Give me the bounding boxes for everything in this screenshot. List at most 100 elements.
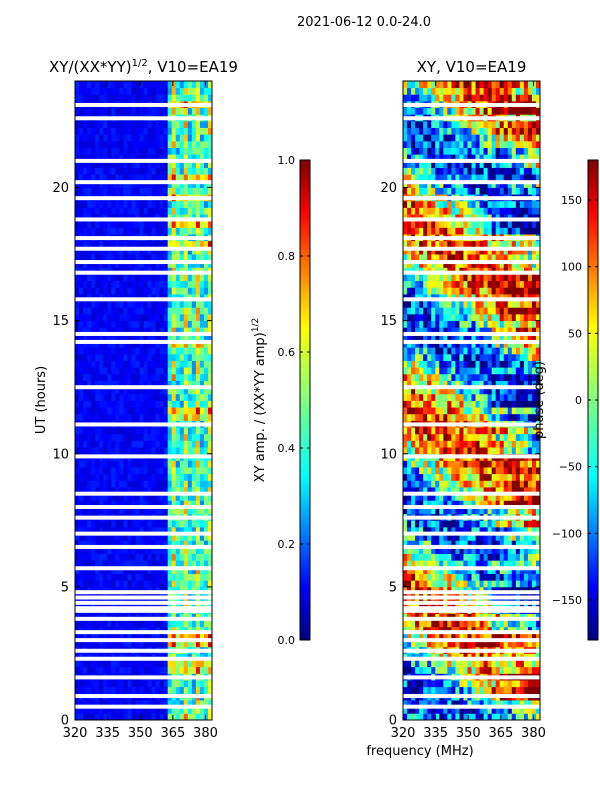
phase-cell [431,633,436,641]
amplitude-cell [167,460,173,468]
amplitude-cell [191,327,197,335]
phase-cell [527,493,533,501]
phase-cell [459,700,464,708]
amplitude-cell [155,353,161,361]
phase-cell [499,700,505,708]
phase-cell [475,493,480,501]
amplitude-cell [163,180,169,188]
amplitude-cell [123,393,128,401]
phase-cell [431,540,436,548]
amplitude-cell [111,94,116,102]
amplitude-cell [87,480,92,488]
phase-cell [431,533,436,541]
phase-cell [523,620,529,628]
amplitude-cell [195,500,201,508]
amplitude-cell [79,313,84,322]
amplitude-cell [191,640,197,648]
amplitude-cell [159,640,165,648]
phase-cell [531,467,537,475]
amplitude-cell [159,287,165,295]
amplitude-cell [171,473,177,481]
phase-cell [431,427,436,435]
amplitude-cell [143,700,148,708]
amplitude-cell [151,467,156,475]
amplitude-cell [203,154,209,162]
amplitude-cell [99,393,104,401]
amplitude-cell [207,94,212,102]
amplitude-cell [83,686,88,694]
amplitude-cell [203,300,209,308]
amplitude-cell [195,107,201,115]
amplitude-cell [119,680,124,688]
amplitude-cell [147,247,152,255]
amplitude-cell [183,94,189,102]
amplitude-cell [103,566,108,574]
phase-cell [535,553,540,561]
phase-cell [487,660,493,668]
amplitude-cell [191,373,197,381]
amplitude-cell [75,327,80,335]
amplitude-cell [175,440,181,448]
amplitude-cell [107,400,112,408]
phase-cell [507,686,513,694]
amplitude-cell [91,167,96,175]
phase-cell [479,507,484,515]
amplitude-cell [159,680,165,688]
amplitude-cell [163,387,169,395]
phase-cell [535,546,540,554]
amplitude-cell [123,413,128,421]
amplitude-cell [159,120,165,128]
amplitude-cell [107,580,112,588]
amplitude-cell [123,320,128,328]
amplitude-cell [159,340,165,348]
amplitude-cell [119,154,124,162]
amplitude-cell [103,633,108,641]
amplitude-cell [203,220,209,228]
phase-cell [447,533,452,541]
amplitude-cell [79,433,84,441]
amplitude-cell [139,500,144,508]
amplitude-cell [103,187,108,195]
phase-cell [519,413,525,421]
amplitude-cell [103,686,108,694]
phase-cell [479,427,484,435]
amplitude-cell [151,140,156,148]
phase-cell [451,666,456,674]
amplitude-cell [127,94,132,102]
amplitude-cell [203,367,209,375]
amplitude-cell [151,360,156,368]
amplitude-cell [79,393,84,401]
phase-cell [475,413,480,421]
amplitude-cell [95,187,100,195]
phase-cell [507,666,513,674]
phase-cell [431,580,436,588]
phase-cell [463,566,468,574]
amplitude-cell [171,274,177,282]
amplitude-cell [187,154,193,162]
amplitude-cell [119,254,124,262]
amplitude-cell [115,440,120,448]
amplitude-cell [151,120,156,128]
amplitude-cell [143,620,148,628]
amplitude-cell [139,533,144,541]
amplitude-cell [187,120,193,128]
amplitude-cell [123,427,128,435]
phase-cell [459,407,464,415]
amplitude-cell [103,254,108,262]
amplitude-cell [167,347,173,355]
amplitude-cell [99,180,104,188]
phase-cell [471,700,476,708]
amplitude-cell [183,180,189,188]
phase-cell [479,500,484,508]
phase-cell [435,480,440,488]
amplitude-cell [111,200,116,208]
phase-cell [527,433,533,441]
phase-cell [439,447,444,455]
phase-cell [475,473,480,481]
amplitude-cell [179,313,185,322]
phase-cell [427,500,432,508]
phase-cell [411,500,416,508]
amplitude-cell [203,167,209,175]
amplitude-cell [135,140,140,148]
phase-cell [451,680,456,688]
